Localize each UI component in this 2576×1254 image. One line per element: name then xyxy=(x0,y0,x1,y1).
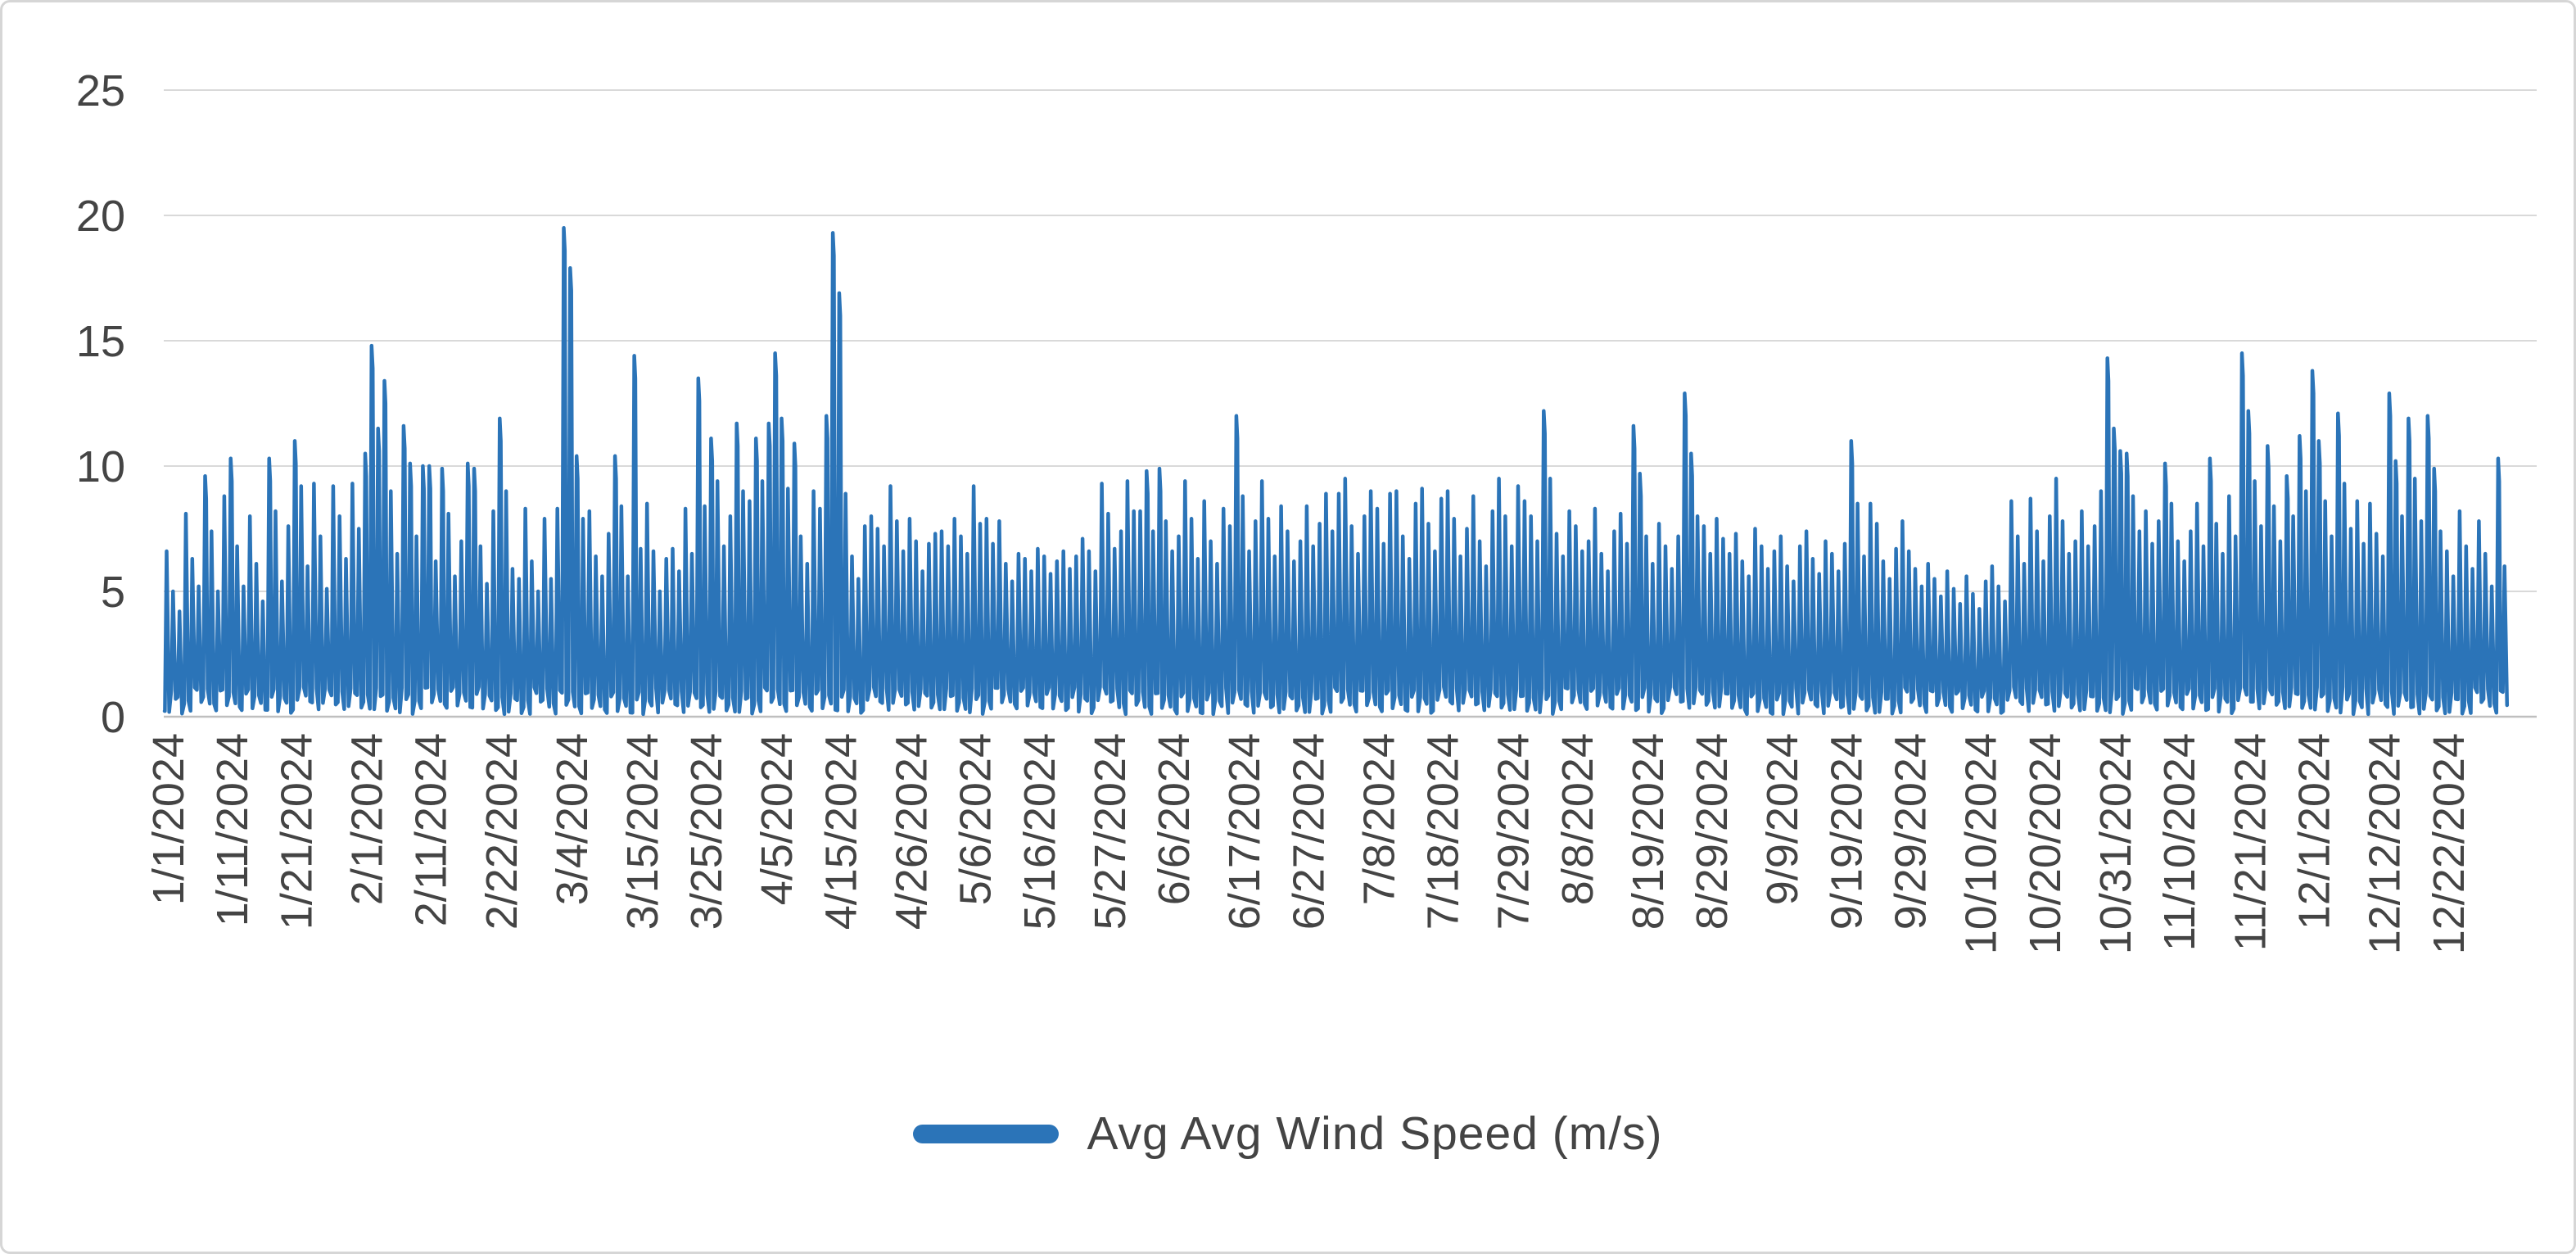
x-tick-label: 7/18/2024 xyxy=(1419,733,1468,930)
x-tick-label: 12/22/2024 xyxy=(2425,733,2474,954)
x-tick-label: 5/27/2024 xyxy=(1086,733,1135,930)
x-tick-label: 1/1/2024 xyxy=(144,733,193,905)
x-tick-label: 9/9/2024 xyxy=(1758,733,1807,905)
x-tick-label: 7/29/2024 xyxy=(1489,733,1539,930)
x-tick-label: 4/26/2024 xyxy=(887,733,936,930)
x-tick-label: 9/29/2024 xyxy=(1887,733,1936,930)
x-tick-label: 3/25/2024 xyxy=(682,733,731,930)
x-tick-label: 8/29/2024 xyxy=(1688,733,1737,930)
x-tick-label: 7/8/2024 xyxy=(1354,733,1403,905)
y-axis-labels: 0 5 10 15 20 25 xyxy=(76,66,125,742)
y-tick-label: 20 xyxy=(76,192,125,241)
x-tick-label: 4/15/2024 xyxy=(816,733,865,930)
x-tick-label: 5/6/2024 xyxy=(951,733,1001,905)
y-tick-label: 10 xyxy=(76,442,125,491)
x-tick-label: 8/19/2024 xyxy=(1624,733,1673,930)
x-tick-label: 6/17/2024 xyxy=(1220,733,1269,930)
x-tick-label: 10/10/2024 xyxy=(1957,733,2006,954)
legend-line-swatch xyxy=(913,1124,1060,1143)
x-tick-label: 2/22/2024 xyxy=(477,733,526,930)
x-tick-label: 2/1/2024 xyxy=(342,733,391,905)
legend-label: Avg Avg Wind Speed (m/s) xyxy=(1087,1107,1663,1160)
x-tick-label: 3/15/2024 xyxy=(618,733,667,930)
x-tick-label: 10/31/2024 xyxy=(2091,733,2140,954)
wind-speed-series-line xyxy=(162,226,2510,717)
x-tick-label: 6/27/2024 xyxy=(1284,733,1333,930)
y-tick-label: 5 xyxy=(101,568,125,617)
x-tick-label: 1/21/2024 xyxy=(272,733,321,930)
x-tick-label: 8/8/2024 xyxy=(1553,733,1602,905)
x-tick-label: 4/5/2024 xyxy=(752,733,802,905)
x-tick-label: 6/6/2024 xyxy=(1150,733,1199,905)
x-tick-label: 11/10/2024 xyxy=(2155,733,2204,951)
x-tick-label: 3/4/2024 xyxy=(548,733,597,905)
x-tick-label: 12/1/2024 xyxy=(2290,733,2339,930)
gridlines xyxy=(164,89,2537,592)
x-tick-label: 2/11/2024 xyxy=(407,733,456,926)
y-tick-label: 15 xyxy=(76,317,125,366)
y-tick-label: 25 xyxy=(76,66,125,115)
x-tick-label: 11/21/2024 xyxy=(2226,733,2275,951)
y-tick-label: 0 xyxy=(101,693,125,742)
x-axis-labels: 1/1/2024 1/11/2024 1/21/2024 2/1/2024 2/11/2… xyxy=(144,733,2474,954)
x-tick-label: 10/20/2024 xyxy=(2021,733,2070,954)
x-tick-label: 5/16/2024 xyxy=(1015,733,1064,930)
x-tick-label: 12/12/2024 xyxy=(2361,733,2410,954)
chart-legend: Avg Avg Wind Speed (m/s) xyxy=(2,1107,2574,1161)
x-tick-label: 9/19/2024 xyxy=(1822,733,1871,930)
x-tick-label: 1/11/2024 xyxy=(208,733,257,926)
